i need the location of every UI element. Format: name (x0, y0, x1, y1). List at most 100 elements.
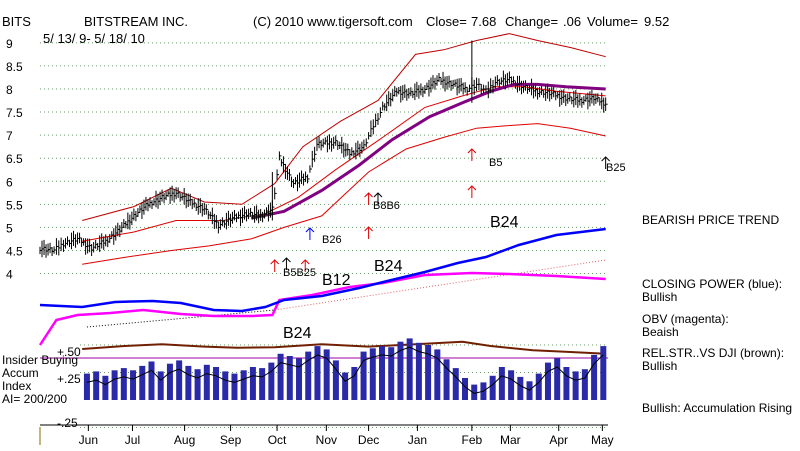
accum-bar (176, 360, 183, 400)
accum-bar (323, 349, 330, 400)
obv-line (38, 271, 606, 346)
month-label: Apr (549, 433, 568, 447)
accum-bar (425, 345, 432, 400)
signal-b24-accum: B24 (283, 325, 312, 342)
accum-bar (369, 348, 376, 400)
accum-bar (508, 370, 515, 400)
signal-arrow-red-head (270, 259, 280, 265)
month-label: May (591, 433, 614, 447)
accum-label: Accum (2, 366, 39, 380)
signal-b24-closing-power: B24 (490, 214, 519, 231)
accum-bar (222, 371, 229, 400)
accum-bar (498, 367, 505, 400)
accum-bar (139, 365, 146, 400)
accum-bar (203, 364, 210, 400)
y-tick-label: 5 (6, 221, 13, 235)
accum-bar (259, 368, 266, 400)
closing-power-title: CLOSING POWER (blue): (642, 277, 783, 291)
signal-arrow-red-head (300, 259, 310, 265)
month-label: Jul (125, 433, 140, 447)
accum-bar (591, 354, 598, 400)
accum-bar (544, 362, 551, 400)
accum-bar (194, 369, 201, 400)
signal-b8b6-dec: B8B6 (373, 200, 400, 212)
insider-label: Insider Buying (2, 353, 79, 367)
y-tick-label: 9 (6, 37, 13, 51)
accum-bar (166, 363, 173, 400)
accum-bar (581, 369, 588, 400)
relative-strength-line (82, 340, 606, 355)
month-label: Feb (462, 433, 483, 447)
accum-bar (452, 368, 459, 400)
y-tick-label: 7 (6, 129, 13, 143)
month-label: Sep (220, 433, 242, 447)
accum-bar (213, 367, 220, 400)
signal-arrow-red-head (364, 192, 373, 198)
month-label: Jun (79, 433, 98, 447)
y-tick-label: 8 (6, 83, 13, 97)
month-label: Oct (268, 433, 287, 447)
signal-b26-nov: B26 (322, 234, 342, 246)
moving-average-red (82, 86, 606, 242)
accum-bar (120, 368, 127, 400)
accum-bar (517, 376, 524, 400)
ticker-symbol: BITS (2, 14, 31, 29)
accum-bar (406, 338, 413, 400)
accumulation-note: Bullish: Accumulation Rising (642, 401, 793, 415)
month-label: Aug (174, 433, 195, 447)
accum-bar (157, 371, 164, 400)
accum-bar (461, 378, 468, 400)
accum-bar (388, 347, 395, 400)
moving-average-purple (250, 82, 606, 220)
accum-bar (332, 360, 339, 400)
accum-level-plus25: +.25 (57, 372, 81, 386)
accum-bar (240, 370, 247, 400)
ai-score: AI= 200/200 (2, 392, 68, 406)
accum-bar (296, 358, 303, 400)
accum-bar (600, 346, 607, 400)
copyright-notice: (C) 2010 www.tigersoft.com (253, 14, 413, 29)
y-tick-label: 7.5 (6, 106, 23, 120)
accum-bar (93, 371, 100, 400)
accum-bar (397, 341, 404, 400)
close-value: 7.68 (471, 14, 497, 29)
accum-level-plus50: +.50 (57, 345, 81, 359)
y-tick-label: 8.5 (6, 60, 23, 74)
signal-arrow-red-head (467, 185, 477, 191)
accum-bar (434, 349, 441, 400)
signal-b5-feb: B5 (489, 157, 503, 169)
accum-bar (185, 365, 192, 400)
signal-arrow-black-head (373, 192, 383, 198)
month-label: Dec (358, 433, 379, 447)
accum-bar (130, 370, 137, 400)
obv-title: OBV (magenta): (642, 312, 729, 326)
price-trend-label: BEARISH PRICE TREND (642, 213, 780, 227)
y-tick-label: 6 (6, 175, 13, 189)
accum-bar (443, 359, 450, 400)
accum-bar (83, 373, 90, 400)
month-label: Nov (316, 433, 337, 447)
accum-bar (277, 353, 284, 400)
company-name: BITSTREAM INC. (84, 14, 189, 29)
lower-band (82, 123, 606, 265)
signal-b24-mid: B24 (374, 258, 403, 275)
accum-bar (572, 371, 579, 400)
signal-arrow-black-head (601, 156, 611, 162)
change-value: .06 (563, 14, 582, 29)
accum-bar (111, 370, 118, 400)
accum-bar (314, 346, 321, 400)
signal-b25-may: B25 (606, 162, 626, 174)
accum-bar (286, 356, 293, 400)
signal-arrow-red-head (364, 226, 373, 232)
volume-label: Volume= (587, 14, 638, 29)
relstr-title: REL.STR..VS DJI (brown): (642, 346, 785, 360)
accum-moving-average (86, 346, 604, 394)
month-label: Jan (408, 433, 427, 447)
accum-bar (102, 375, 109, 400)
accum-bar (305, 351, 312, 400)
accum-level-minus25: -.25 (57, 416, 78, 430)
signal-arrow-red-head (467, 148, 477, 154)
change-label: Change= (505, 14, 559, 29)
y-tick-label: 4 (6, 268, 13, 282)
